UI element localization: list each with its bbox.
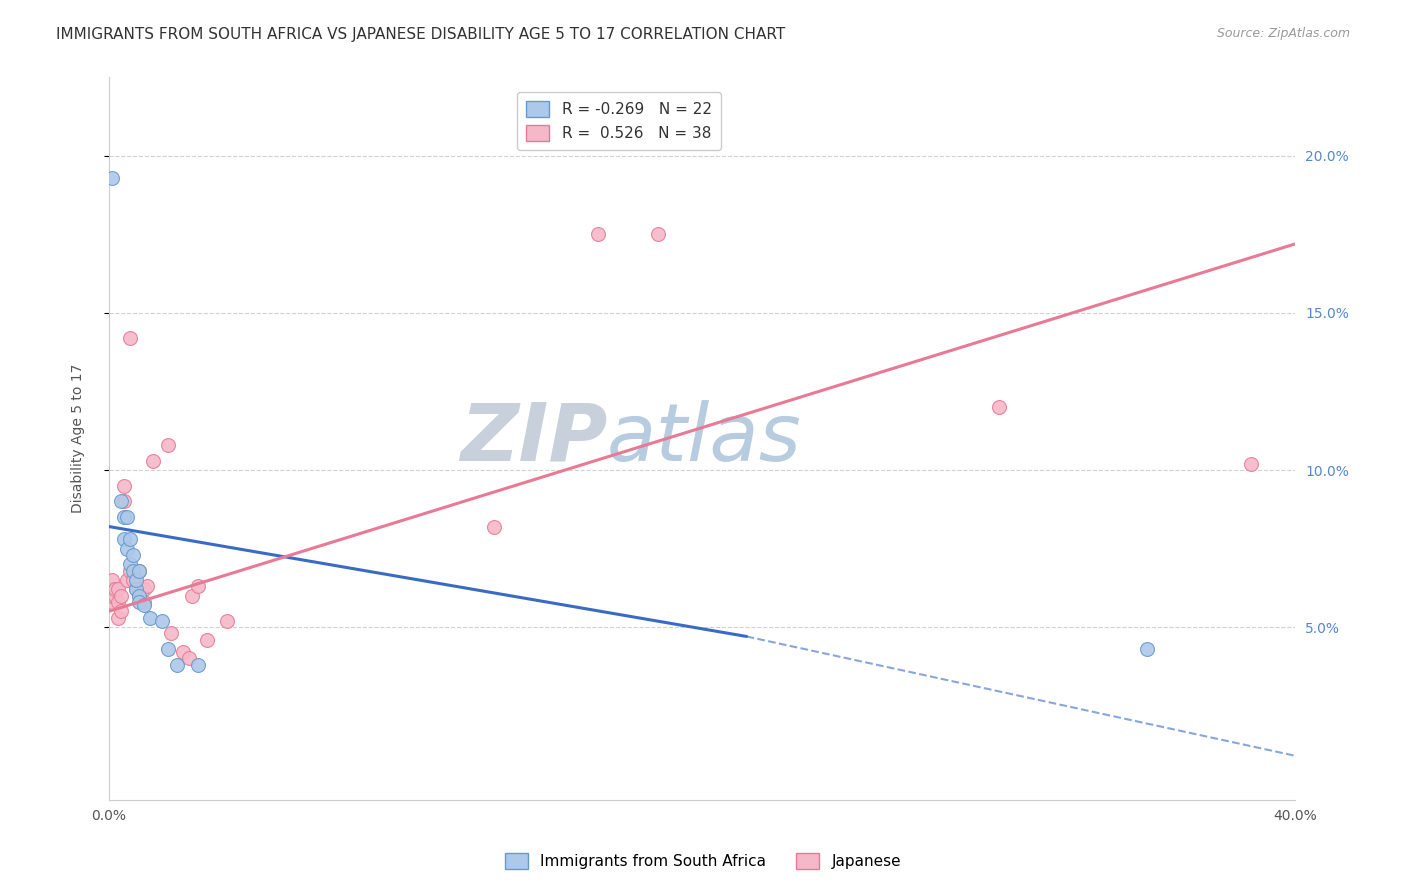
Point	[134, 582, 156, 597]
Point	[128, 595, 150, 609]
Text: ZIP: ZIP	[460, 400, 607, 477]
Point	[180, 589, 202, 603]
Point	[586, 227, 609, 242]
Point	[121, 564, 143, 578]
Point	[187, 657, 209, 672]
Text: IMMIGRANTS FROM SOUTH AFRICA VS JAPANESE DISABILITY AGE 5 TO 17 CORRELATION CHAR: IMMIGRANTS FROM SOUTH AFRICA VS JAPANESE…	[56, 27, 786, 42]
Point	[142, 453, 165, 467]
Point	[112, 494, 135, 508]
Point	[115, 573, 138, 587]
Point	[166, 657, 188, 672]
Point	[112, 532, 135, 546]
Point	[987, 400, 1010, 414]
Point	[139, 610, 162, 624]
Y-axis label: Disability Age 5 to 17: Disability Age 5 to 17	[72, 364, 86, 513]
Legend: Immigrants from South Africa, Japanese: Immigrants from South Africa, Japanese	[499, 847, 907, 875]
Point	[112, 510, 135, 524]
Point	[128, 564, 150, 578]
Point	[107, 582, 129, 597]
Point	[172, 645, 194, 659]
Point	[115, 541, 138, 556]
Point	[104, 582, 127, 597]
Point	[217, 614, 239, 628]
Point	[128, 589, 150, 603]
Point	[484, 519, 506, 533]
Point	[101, 582, 124, 597]
Point	[121, 573, 143, 587]
Point	[647, 227, 669, 242]
Point	[110, 604, 132, 618]
Point	[107, 610, 129, 624]
Legend: R = -0.269   N = 22, R =  0.526   N = 38: R = -0.269 N = 22, R = 0.526 N = 38	[517, 92, 721, 150]
Point	[118, 564, 141, 578]
Point	[115, 510, 138, 524]
Point	[124, 582, 146, 597]
Point	[124, 573, 146, 587]
Point	[121, 548, 143, 562]
Point	[101, 170, 124, 185]
Point	[177, 651, 200, 665]
Point	[118, 532, 141, 546]
Point	[136, 579, 159, 593]
Point	[101, 573, 124, 587]
Point	[118, 558, 141, 572]
Point	[1136, 642, 1159, 657]
Text: atlas: atlas	[607, 400, 801, 477]
Point	[110, 589, 132, 603]
Point	[195, 632, 218, 647]
Point	[118, 331, 141, 345]
Point	[112, 479, 135, 493]
Point	[157, 642, 180, 657]
Point	[101, 595, 124, 609]
Point	[1240, 457, 1263, 471]
Point	[150, 614, 173, 628]
Point	[110, 494, 132, 508]
Point	[134, 595, 156, 609]
Point	[124, 582, 146, 597]
Point	[128, 582, 150, 597]
Point	[160, 626, 183, 640]
Point	[107, 595, 129, 609]
Point	[128, 564, 150, 578]
Point	[128, 589, 150, 603]
Point	[187, 579, 209, 593]
Point	[101, 589, 124, 603]
Point	[104, 589, 127, 603]
Text: Source: ZipAtlas.com: Source: ZipAtlas.com	[1216, 27, 1350, 40]
Point	[134, 598, 156, 612]
Point	[157, 438, 180, 452]
